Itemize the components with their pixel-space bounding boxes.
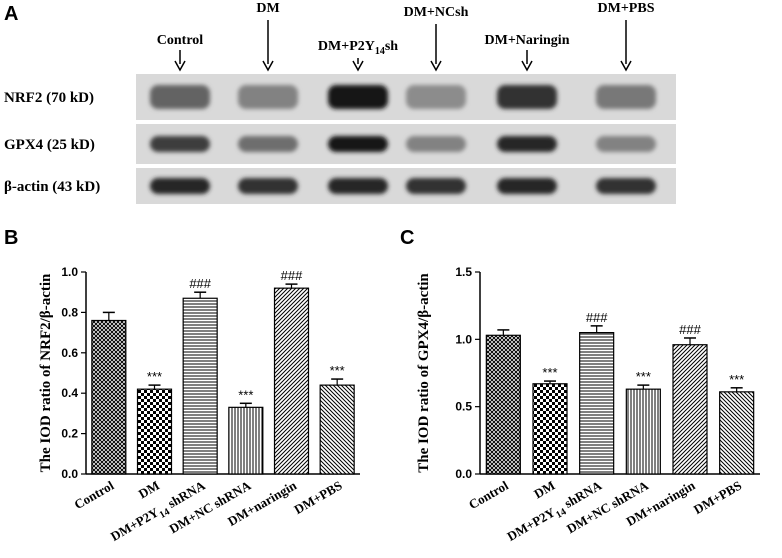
category-label: Control [466,477,511,512]
category-label: DM [136,478,162,502]
blot-row-label: GPX4 (25 kD) [4,137,95,153]
lane-label: DM+Naringin [485,33,570,48]
y-axis-label: The IOD ratio of NRF2/β-actin [38,273,54,472]
blot-band [150,178,210,194]
lane-label: DM+NCsh [404,5,469,20]
panel-label: C [400,227,414,249]
significance-mark: ### [281,268,303,283]
blot-band [497,136,557,152]
lane-label: DM+P2Y14sh [318,39,398,57]
bar [485,334,521,475]
significance-mark: ### [189,276,211,291]
bar [319,384,355,475]
significance-mark: ### [679,322,701,337]
significance-mark: *** [238,387,253,402]
lane-label: Control [157,33,204,48]
lane-arrow-head [262,60,274,72]
blot-band [238,178,298,194]
blot-band [406,178,466,194]
y-tick-label: 0.8 [61,305,78,319]
bar [532,383,568,475]
lane-label: DM+PBS [598,1,655,16]
y-tick-label: 0.0 [61,467,78,481]
blot-band [150,85,210,109]
blot-band [497,178,557,194]
bar [672,344,708,475]
bar [273,287,310,475]
y-tick-label: 1.5 [455,265,472,279]
blot-row-label: NRF2 (70 kD) [4,90,94,106]
lane-arrow-head [352,60,364,72]
blot-band [238,136,298,152]
y-tick-label: 0.4 [61,386,78,400]
significance-mark: *** [636,369,651,384]
blot-band [406,136,466,152]
lane-arrow-head [521,60,533,72]
panel-label: B [4,227,18,249]
significance-mark: *** [147,369,162,384]
blot-row-label: β-actin (43 kD) [4,179,100,195]
blot-band [328,85,388,109]
significance-mark: *** [330,363,345,378]
blot-band [596,136,656,152]
y-tick-label: 0.2 [61,427,78,441]
bar [719,391,755,475]
blot-band [328,178,388,194]
y-axis-label: The IOD ratio of GPX4/β-actin [416,273,432,473]
y-tick-label: 1.0 [61,265,78,279]
lane-arrow-head [174,60,186,72]
panel-a-label: A [4,3,18,25]
blot-band [328,136,388,152]
category-label: Control [71,477,116,512]
significance-mark: *** [729,372,744,387]
y-tick-label: 1.0 [455,332,472,346]
blot-band [596,178,656,194]
significance-mark: ### [586,310,608,325]
y-tick-label: 0.6 [61,346,78,360]
significance-mark: *** [542,365,557,380]
bar [579,332,615,475]
y-tick-label: 0.0 [455,467,472,481]
bar [136,388,173,475]
blot-band [238,85,298,109]
lane-arrow-head [430,60,442,72]
blot-band [497,85,557,109]
bar [228,406,264,475]
lane-label: DM [256,1,279,16]
blot-band [406,85,466,109]
chart-gpx4: C 0.0 0.5 1.0 1.5 The IOD ratio of GPX4/β-act… [400,227,760,544]
category-label: DM+PBS [691,478,744,517]
category-label: DM [531,478,557,502]
y-tick-label: 0.5 [455,400,472,414]
bar [182,297,218,475]
blot-band [150,136,210,152]
lane-arrow-head [620,60,632,72]
category-label: DM+PBS [291,478,344,517]
bar [91,319,127,475]
chart-nrf2: B 0.0 0.2 0.4 0.6 0.8 1.0 The IOD ratio of NRF2… [4,227,360,544]
western-blot: Control DM DM+P2Y14sh DM+NCsh DM+Naringin DM+… [4,1,676,204]
blot-band [596,85,656,109]
bar [625,388,661,475]
